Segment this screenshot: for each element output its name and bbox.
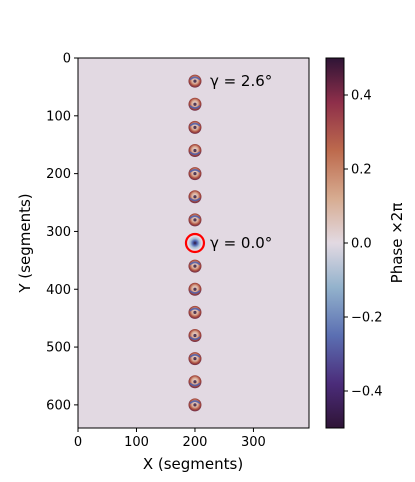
colorbar-tick-label: 0.4 <box>351 89 372 104</box>
plot-frame <box>77 57 310 429</box>
phase-spot <box>188 144 202 157</box>
colorbar-ticks: 0.4 0.2 0.0 −0.2 −0.4 <box>344 89 383 400</box>
phase-spot <box>188 236 202 250</box>
phase-spot <box>188 97 202 111</box>
x-axis-label: X (segments) <box>143 455 243 473</box>
gamma-annotation: γ = 2.6° <box>210 72 272 90</box>
phase-spot <box>188 167 202 181</box>
y-tick-label: 0 <box>63 52 71 67</box>
x-tick-label: 200 <box>183 435 208 450</box>
gamma-annotation: γ = 0.0° <box>210 234 272 252</box>
colorbar-tick-label: −0.4 <box>351 385 383 400</box>
y-tick-label: 600 <box>46 398 71 413</box>
phase-spot <box>188 120 202 134</box>
phase-spot <box>188 305 202 319</box>
y-tick-label: 500 <box>46 341 71 356</box>
phase-spot <box>188 375 202 389</box>
phase-spot <box>188 213 202 227</box>
x-tick-label: 0 <box>74 435 82 450</box>
y-axis-label: Y (segments) <box>16 193 34 293</box>
y-tick-label: 400 <box>46 283 71 298</box>
colorbar <box>325 57 345 429</box>
x-tick-label: 300 <box>241 435 266 450</box>
colorbar-label: Phase ×2π <box>388 203 406 284</box>
y-tick-label: 200 <box>46 167 71 182</box>
phase-spot <box>188 259 202 273</box>
x-axis-ticks: 0 100 200 300 <box>74 428 266 450</box>
phase-spot <box>188 74 202 88</box>
x-tick-label: 100 <box>124 435 149 450</box>
phase-spot <box>188 282 202 296</box>
colorbar-tick-label: 0.2 <box>351 163 372 178</box>
spots-layer <box>184 74 206 412</box>
colorbar-tick-label: −0.2 <box>351 311 383 326</box>
phase-spot <box>188 329 202 342</box>
y-axis-ticks: 0 100 200 300 400 500 600 <box>46 52 78 413</box>
y-tick-label: 100 <box>46 109 71 124</box>
phase-spot <box>188 190 202 204</box>
colorbar-tick-label: 0.0 <box>351 237 372 252</box>
annotations-layer: γ = 2.6° γ = 0.0° <box>210 72 272 252</box>
highlight-ring <box>184 232 206 254</box>
phase-spot <box>188 352 202 366</box>
phase-spot <box>188 398 202 412</box>
y-tick-label: 300 <box>46 225 71 240</box>
